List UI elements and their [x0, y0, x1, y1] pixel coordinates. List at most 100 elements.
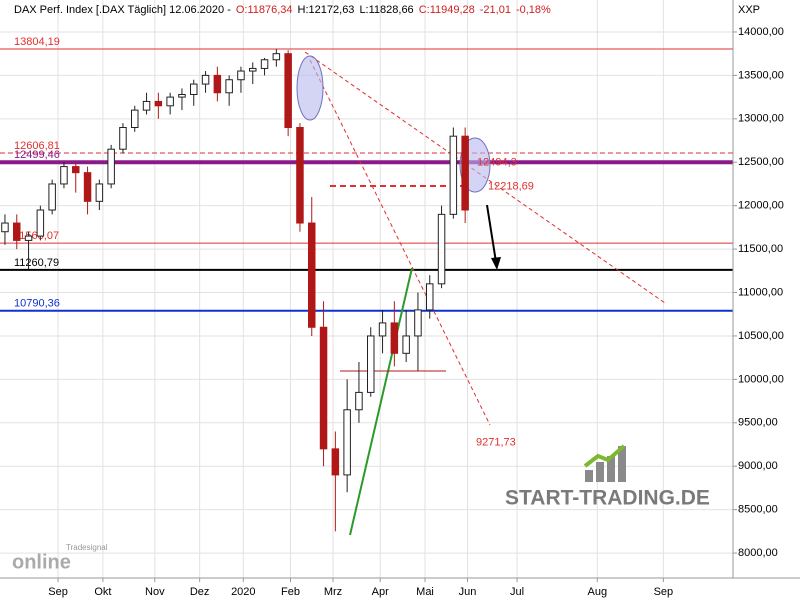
candle-body [296, 126, 304, 224]
y-tick-label: 9000,00 [738, 460, 778, 472]
x-tick-label: Mai [416, 586, 434, 598]
annotation: 9271,73 [476, 437, 516, 449]
y-tick-label: 14000,00 [738, 26, 784, 38]
logo-bar [596, 462, 604, 482]
y-tick-label: 12500,00 [738, 156, 784, 168]
logo-bar [585, 470, 593, 482]
level-label: 11568,07 [14, 230, 59, 242]
x-tick-label: Jun [459, 586, 477, 598]
candle-body [107, 148, 115, 185]
candle-body [308, 222, 316, 328]
candle-body [461, 135, 469, 211]
logo-bar [618, 446, 626, 482]
candle-body [95, 183, 104, 202]
candle-body [331, 448, 340, 476]
y-tick-label: 9500,00 [738, 417, 778, 429]
candle-body [36, 209, 45, 237]
candle-body [272, 53, 281, 61]
annotation: 12218,69 [488, 181, 534, 193]
header-part: H:12172,63 [298, 4, 355, 16]
y-tick-label: 8500,00 [738, 504, 778, 516]
drawings [296, 51, 666, 536]
candle-body [83, 172, 92, 202]
arrow [486, 204, 497, 263]
x-tick-label: Sep [48, 586, 68, 598]
candle-body [437, 213, 446, 285]
candle-body [166, 96, 174, 107]
candle-body [426, 283, 434, 311]
level-label: 11260,79 [14, 257, 59, 269]
header-part: -21,01 [480, 4, 511, 16]
candle-body [414, 309, 422, 337]
x-tick-label: Dez [190, 586, 210, 598]
candle-body [402, 335, 410, 354]
x-tick-label: Okt [94, 586, 111, 598]
candle-body [72, 166, 80, 174]
y-tick-label: 11000,00 [738, 286, 783, 298]
x-tick-label: Nov [145, 586, 165, 598]
y-tick-label: 13000,00 [738, 113, 784, 125]
logo-bar [607, 456, 615, 482]
candle-body [60, 166, 68, 185]
candle-body [237, 70, 245, 81]
y-tick-label: 13500,00 [738, 69, 784, 81]
brand: online [12, 551, 71, 573]
x-tick-label: Jul [510, 586, 524, 598]
y-tick-label: 10500,00 [738, 330, 784, 342]
trend-line [309, 59, 491, 426]
y-tick-label: 11500,00 [738, 243, 783, 255]
y-tick-label: 10000,00 [738, 373, 784, 385]
candle-body [154, 100, 163, 107]
x-tick-label: Aug [588, 586, 608, 598]
candle-body [260, 59, 269, 69]
x-tick-label: Feb [281, 586, 300, 598]
y-tick-label: 12000,00 [738, 200, 784, 212]
header-part: L:11828,66 [359, 4, 413, 16]
trend-line [349, 267, 413, 536]
candle-body [201, 74, 210, 85]
candle-body [13, 222, 21, 241]
header-part: DAX Perf. Index [.DAX Täglich] 12.06.202… [14, 4, 231, 16]
candles [1, 49, 469, 532]
candle-body [48, 183, 56, 211]
candle-body [1, 222, 9, 233]
x-tick-label: Apr [372, 586, 389, 598]
candle-body [378, 322, 387, 337]
watermark: START-TRADING.DE [505, 487, 710, 510]
candle-body [343, 409, 351, 476]
level-label: 12499,46 [14, 149, 60, 161]
candle-body [190, 83, 198, 95]
candle-body [449, 135, 458, 215]
header-part: -0,18% [516, 4, 551, 16]
candle-body [178, 93, 186, 98]
y-tick-label: 8000,00 [738, 547, 778, 559]
header: DAX Perf. Index [.DAX Täglich] 12.06.202… [14, 4, 551, 16]
ellipse-marker [296, 55, 324, 121]
level-label: 12606,81 [14, 140, 60, 152]
header-part: O:11876,34 [236, 4, 293, 16]
watermark-logo [583, 444, 626, 482]
candle-body [213, 74, 222, 94]
candle-body [119, 126, 127, 150]
candle-body [131, 109, 139, 128]
x-tick-label: 2020 [231, 586, 255, 598]
candle-body [355, 391, 363, 411]
candle-body [24, 235, 33, 241]
candle-body [249, 67, 257, 72]
level-label: 10790,36 [14, 298, 60, 310]
candle-body [284, 53, 292, 128]
candle-body [367, 335, 375, 393]
x-tick-label: Sep [654, 586, 674, 598]
candle-body [142, 100, 151, 111]
candle-body [319, 326, 328, 450]
logo-line [583, 444, 626, 468]
annotation: 12494,3 [477, 157, 517, 169]
header-part: C:11949,28 [419, 4, 475, 16]
candle-body [225, 79, 233, 94]
brand-small: Tradesignal [66, 543, 108, 552]
x-tick-label: Mrz [324, 586, 342, 598]
axis-code: XXP [738, 4, 760, 16]
candle-body [390, 322, 399, 354]
